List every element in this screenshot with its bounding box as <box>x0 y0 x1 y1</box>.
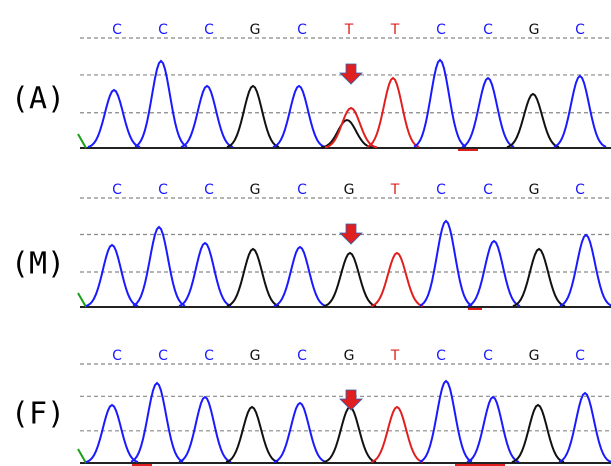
peak <box>560 235 611 306</box>
base-call: G <box>250 348 261 364</box>
base-call: T <box>390 22 400 38</box>
base-call: G <box>529 348 540 364</box>
peak <box>86 405 138 462</box>
base-call: C <box>436 348 446 364</box>
peak <box>325 108 377 147</box>
peak <box>513 249 565 306</box>
base-call: C <box>204 348 214 364</box>
panel: C C C G C T T C C G C (A) <box>11 22 611 150</box>
peak <box>420 381 472 462</box>
peak <box>135 61 187 147</box>
peak <box>554 76 606 147</box>
peak <box>131 383 183 462</box>
peak <box>468 241 520 306</box>
base-call: G <box>344 182 355 198</box>
peak <box>274 403 326 462</box>
peak <box>88 90 140 147</box>
peak <box>324 253 376 306</box>
base-call: T <box>390 348 400 364</box>
base-call: C <box>575 22 585 38</box>
peak <box>371 407 423 462</box>
peak <box>179 243 231 306</box>
base-call: G <box>529 182 540 198</box>
base-call: C <box>483 182 493 198</box>
base-call: C <box>204 22 214 38</box>
base-call: C <box>112 348 122 364</box>
base-call: C <box>483 22 493 38</box>
base-call: C <box>297 22 307 38</box>
peak <box>227 86 279 147</box>
peak <box>226 407 278 462</box>
peak <box>414 60 466 147</box>
base-call: C <box>436 182 446 198</box>
base-call: C <box>297 348 307 364</box>
peak <box>227 249 279 306</box>
panel-label: (F) <box>11 397 65 432</box>
base-call: C <box>204 182 214 198</box>
peak <box>274 247 326 306</box>
panel: C C C G C G T C C G C (F) <box>11 348 611 465</box>
panel-label: (A) <box>11 82 65 117</box>
base-call: G <box>250 22 261 38</box>
peak <box>324 407 376 462</box>
trace-stub <box>78 293 86 307</box>
base-call: G <box>250 182 261 198</box>
base-call: C <box>112 22 122 38</box>
peak <box>467 397 519 462</box>
base-call: C <box>158 348 168 364</box>
peak <box>512 405 564 462</box>
base-call: C <box>483 348 493 364</box>
base-call: T <box>344 22 354 38</box>
peak <box>133 227 185 306</box>
trace-stub <box>78 134 86 148</box>
peak <box>179 397 231 462</box>
peak <box>181 86 233 147</box>
arrow <box>340 64 362 84</box>
base-call: T <box>390 182 400 198</box>
peak <box>273 86 325 147</box>
peak <box>559 393 611 462</box>
panel: C C C G C G T C C G C (M) <box>11 182 611 309</box>
panel-label: (M) <box>11 247 65 282</box>
arrow <box>340 224 362 244</box>
base-call: C <box>436 22 446 38</box>
peak <box>371 253 423 306</box>
base-call: G <box>344 348 355 364</box>
peak <box>420 221 472 306</box>
base-call: G <box>529 22 540 38</box>
arrow <box>340 390 362 410</box>
base-call: C <box>297 182 307 198</box>
base-call: C <box>158 182 168 198</box>
chromatogram-figure: C C C G C T T C C G C (A) C C C G C G T C C G C (M) C C C G C G T C C G C (… <box>0 0 611 466</box>
base-call: C <box>575 348 585 364</box>
base-call: C <box>575 182 585 198</box>
peak <box>321 120 373 148</box>
trace-stub <box>78 449 86 463</box>
peak <box>507 94 559 147</box>
base-call: C <box>158 22 168 38</box>
base-call: C <box>112 182 122 198</box>
peak <box>86 245 138 306</box>
